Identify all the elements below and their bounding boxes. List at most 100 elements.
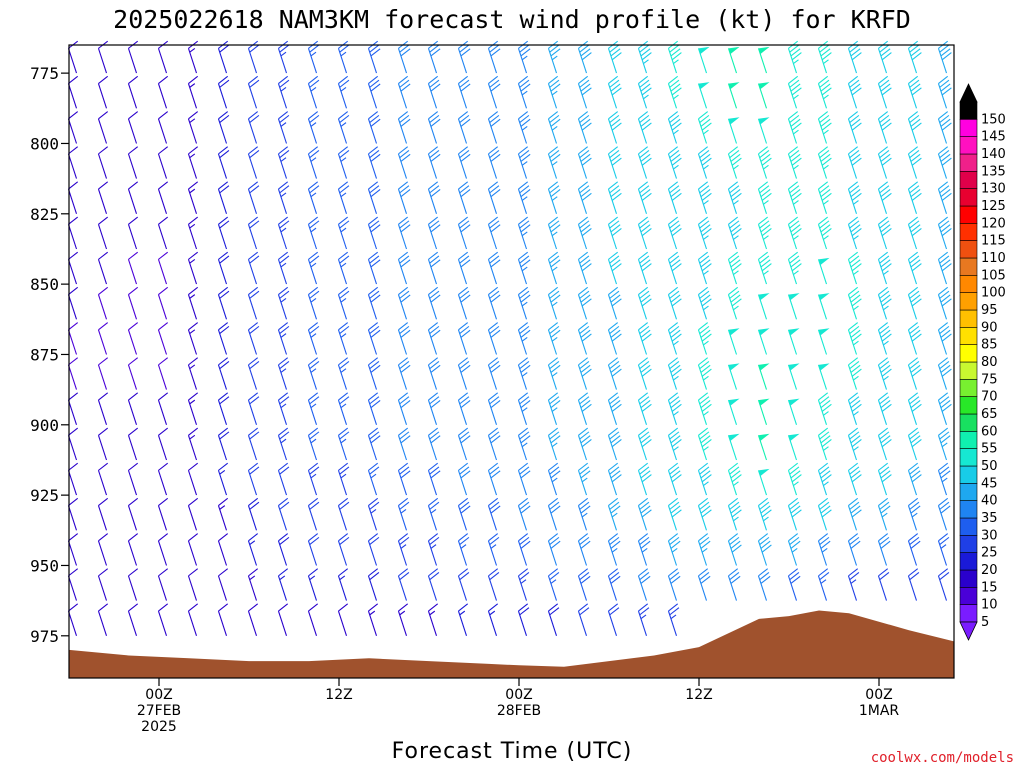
wind-barb <box>217 216 230 250</box>
barb-full <box>398 111 409 120</box>
barb-staff <box>817 294 828 320</box>
barb-staff <box>727 435 738 461</box>
barb-full <box>848 533 859 542</box>
barb-full <box>851 474 862 483</box>
barb-full <box>608 357 619 366</box>
barb-staff <box>337 610 348 636</box>
barb-full <box>430 435 441 444</box>
barb-staff <box>397 153 408 179</box>
barb-full <box>98 462 109 471</box>
barb-staff <box>307 364 318 390</box>
barb-full <box>728 497 739 507</box>
colorbar-swatch <box>959 430 978 449</box>
barb-full <box>368 533 379 542</box>
barb-full <box>579 361 590 370</box>
barb-full <box>879 431 890 440</box>
barb-staff <box>607 610 618 636</box>
barb-full <box>879 114 890 124</box>
barb-full <box>519 325 530 335</box>
barb-full <box>68 568 79 577</box>
barb-half <box>310 122 317 127</box>
barb-full <box>791 263 802 272</box>
barb-full <box>670 48 681 57</box>
barb-full <box>670 400 681 409</box>
barb-staff <box>307 540 318 566</box>
barb-full <box>219 220 230 229</box>
barb-full <box>819 466 830 475</box>
barb-staff <box>427 399 438 425</box>
barb-staff <box>337 83 348 109</box>
barb-full <box>489 431 500 440</box>
barb-full <box>520 540 531 549</box>
barb-full <box>248 427 259 436</box>
barb-full <box>939 396 950 405</box>
barb-full <box>608 286 619 296</box>
barb-full <box>821 122 832 131</box>
barb-full <box>641 439 652 448</box>
barb-flag <box>728 398 740 406</box>
barb-staff <box>757 540 768 566</box>
barb-full <box>640 118 651 127</box>
barb-full <box>699 255 710 264</box>
barb-staff <box>937 435 948 461</box>
barb-full <box>459 290 470 299</box>
barb-flag <box>818 363 830 371</box>
barb-full <box>701 122 712 131</box>
barb-staff <box>397 364 408 390</box>
barb-full <box>128 111 139 120</box>
barb-full <box>878 533 889 542</box>
barb-staff <box>187 575 198 601</box>
barb-full <box>338 75 349 85</box>
wind-barb <box>217 286 230 320</box>
barb-staff <box>457 364 468 390</box>
barb-full <box>849 431 860 440</box>
barb-full <box>398 286 409 296</box>
barb-full <box>519 572 530 581</box>
barb-staff <box>67 294 78 320</box>
barb-full <box>788 533 799 542</box>
barb-staff <box>67 435 78 461</box>
barb-full <box>610 153 621 162</box>
barb-full <box>279 536 290 546</box>
barb-full <box>790 540 801 549</box>
wind-barb <box>757 251 772 285</box>
barb-full <box>790 224 801 233</box>
barb-full <box>68 111 79 120</box>
wind-barb <box>817 392 832 425</box>
barb-half <box>521 372 528 377</box>
barb-full <box>338 533 349 542</box>
barb-half <box>793 164 799 170</box>
barb-full <box>430 364 441 373</box>
barb-staff <box>427 153 438 179</box>
wind-barb <box>427 568 440 601</box>
barb-full <box>910 48 921 57</box>
barb-full <box>339 220 350 229</box>
barb-full <box>699 290 710 299</box>
barb-full <box>699 220 710 229</box>
wind-barb <box>787 75 802 109</box>
barb-full <box>520 364 531 373</box>
barb-staff <box>397 259 408 285</box>
wind-barb <box>127 181 139 214</box>
wind-barb <box>487 146 501 179</box>
barb-staff <box>847 83 858 109</box>
barb-full <box>700 118 711 127</box>
barb-full <box>98 427 109 436</box>
barb-staff <box>427 575 438 601</box>
wind-barb <box>277 286 290 320</box>
barb-staff <box>247 575 258 601</box>
barb-full <box>911 157 922 166</box>
barb-half <box>189 294 196 299</box>
barb-full <box>908 146 919 155</box>
barb-full <box>848 216 859 225</box>
wind-barb <box>607 603 620 636</box>
wind-barb <box>427 40 441 74</box>
barb-full <box>909 572 920 581</box>
barb-full <box>638 322 649 331</box>
barb-full <box>278 603 289 612</box>
barb-full <box>399 325 410 335</box>
barb-full <box>308 427 319 436</box>
wind-barb <box>277 322 290 355</box>
barb-half <box>703 375 709 381</box>
barb-half <box>673 411 679 416</box>
